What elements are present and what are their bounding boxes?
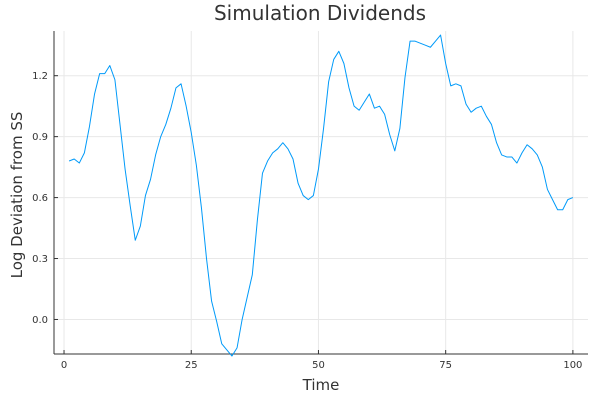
y-tick-label: 0.3 xyxy=(32,254,48,265)
x-tick-label: 75 xyxy=(439,360,452,371)
y-tick-label: 1.2 xyxy=(32,71,48,82)
grid-lines xyxy=(54,31,588,354)
x-tick-label: 100 xyxy=(563,360,582,371)
x-tick-label: 50 xyxy=(312,360,325,371)
y-tick-label: 0.9 xyxy=(32,132,48,143)
y-axis-label: Log Deviation from SS xyxy=(8,112,26,279)
series xyxy=(68,34,574,357)
y-tick-label: 0.0 xyxy=(32,315,48,326)
series-line xyxy=(68,34,574,357)
ticks: 0 25 50 75 100 0.0 0.3 0.6 0.9 1.2 xyxy=(32,71,582,371)
x-tick-label: 25 xyxy=(185,360,198,371)
y-tick-label: 0.6 xyxy=(32,193,48,204)
x-axis-label: Time xyxy=(302,376,340,394)
x-tick-label: 0 xyxy=(61,360,67,371)
chart-title: Simulation Dividends xyxy=(214,1,426,25)
